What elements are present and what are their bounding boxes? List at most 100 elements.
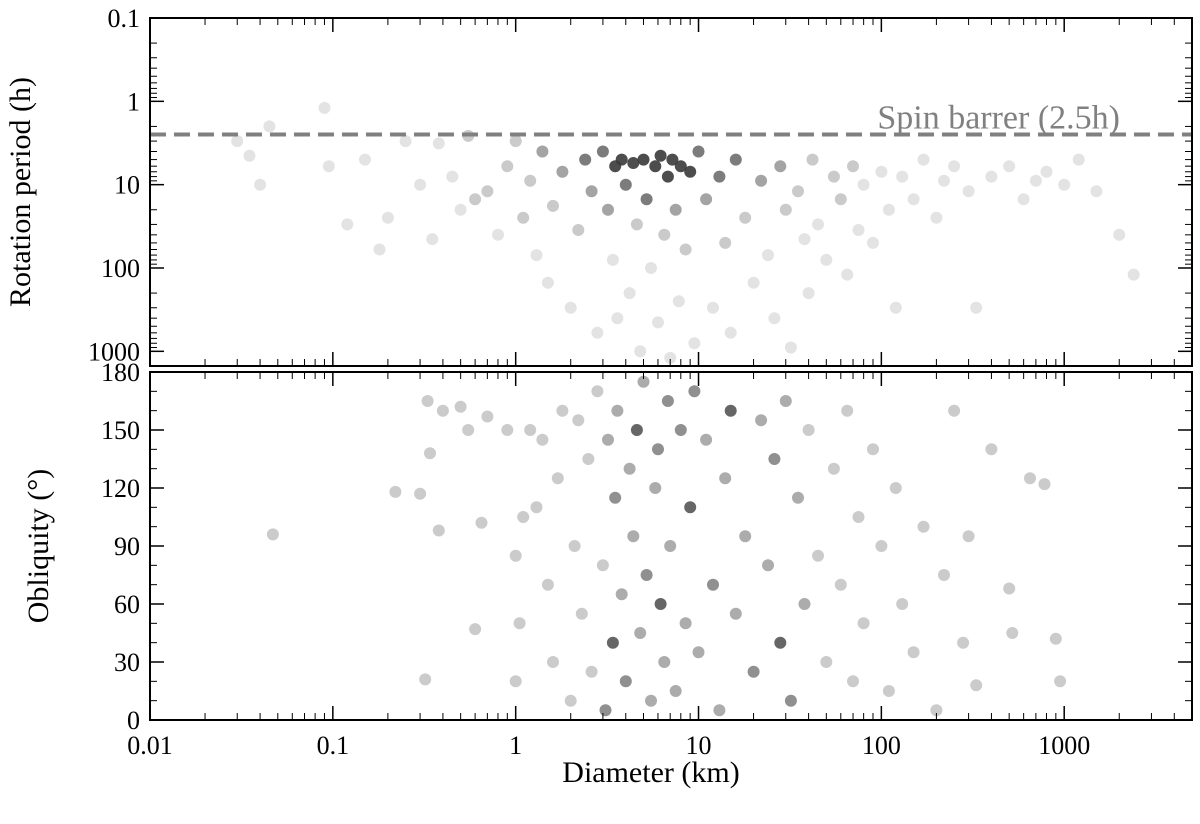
rotation-point — [700, 193, 713, 206]
obliquity-point — [575, 607, 588, 620]
obliquity-point — [692, 646, 705, 659]
rotation-point — [517, 211, 530, 224]
rotation-point — [762, 249, 774, 262]
obliquity-point — [847, 675, 859, 688]
rotation-period-panel: Spin barrer (2.5h) 0.1 1 10 100 1000 Rotatio… — [4, 4, 1193, 367]
rotation-point — [1090, 185, 1103, 198]
obliquity-point — [547, 656, 559, 668]
obliquity-point — [623, 462, 636, 475]
rotation-point — [585, 185, 598, 198]
rotation-point — [254, 178, 267, 191]
obliquity-point — [649, 482, 662, 494]
obliquity-point — [599, 704, 612, 717]
rotation-point — [658, 228, 671, 241]
obliquity-point — [820, 656, 833, 668]
obliquity-point — [1049, 632, 1062, 645]
rotation-point — [867, 236, 879, 249]
obliquity-point — [679, 617, 692, 630]
rotation-point — [739, 211, 752, 224]
obliquity-point — [568, 540, 581, 552]
obliquity-point — [1003, 582, 1016, 595]
y-tick-label: 30 — [114, 648, 140, 677]
obliquity-point — [713, 704, 726, 717]
rotation-point — [688, 337, 701, 350]
obliquity-point — [513, 617, 526, 630]
obliquity-point — [432, 524, 445, 537]
obliquity-point — [1038, 478, 1051, 491]
rotation-point — [917, 153, 930, 166]
rotation-point — [623, 287, 636, 300]
rotation-point — [812, 218, 824, 231]
obliquity-point — [509, 675, 522, 688]
rotation-point — [634, 345, 647, 358]
obliquity-point — [481, 410, 494, 423]
y-tick-label: 0.1 — [108, 4, 141, 33]
obliquity-point — [652, 443, 664, 456]
rotation-point — [606, 253, 619, 266]
obliquity-point — [962, 530, 975, 543]
obliquity-point — [700, 433, 713, 446]
rotation-point — [768, 312, 781, 325]
rotation-point — [784, 341, 797, 354]
rotation-point — [572, 224, 585, 236]
y-tick-label: 150 — [101, 416, 140, 445]
rotation-point — [536, 145, 549, 158]
obliquity-point — [530, 501, 543, 514]
obliquity-point — [564, 694, 577, 707]
rotation-point — [579, 153, 592, 166]
obliquity-ticks: 0.01 0.1 1 10 100 1000 0 30 60 90 120 150 180 — [101, 358, 1193, 760]
rotation-point — [524, 174, 537, 187]
obliquity-point — [762, 559, 774, 572]
obliquity-point — [664, 540, 677, 552]
obliquity-point — [684, 501, 697, 514]
rotation-point — [907, 193, 920, 206]
rotation-point — [446, 170, 459, 183]
rotation-point — [501, 160, 514, 173]
rotation-point — [666, 153, 679, 166]
obliquity-point — [419, 673, 432, 686]
rotation-point — [664, 351, 677, 364]
obliquity-point — [634, 627, 647, 639]
obliquity-point — [424, 447, 436, 460]
rotation-point — [627, 157, 640, 169]
rotation-point — [243, 149, 256, 162]
obliquity-point — [688, 385, 701, 398]
obliquity-point — [792, 491, 804, 504]
rotation-point — [645, 262, 657, 274]
obliquity-point — [509, 549, 522, 562]
obliquity-point — [882, 685, 895, 697]
rotation-point — [530, 249, 543, 262]
obliquity-point — [1006, 627, 1019, 639]
obliquity-point — [414, 487, 427, 500]
y-tick-label: 100 — [101, 254, 140, 283]
obliquity-point — [774, 636, 787, 649]
rotation-point — [509, 135, 522, 148]
rotation-point — [672, 295, 685, 308]
obliquity-point — [615, 588, 628, 601]
y-tick-label: 180 — [101, 358, 140, 387]
obliquity-point — [896, 598, 909, 610]
obliquity-point — [802, 424, 815, 436]
rotation-point — [492, 228, 504, 241]
rotation-point — [1113, 228, 1126, 241]
rotation-point — [820, 253, 833, 266]
obliquity-point — [948, 404, 961, 417]
rotation-point — [1003, 160, 1016, 173]
obliquity-point — [475, 516, 488, 529]
obliquity-point — [627, 530, 640, 543]
obliquity-point — [637, 375, 650, 388]
rotation-point — [619, 178, 632, 191]
rotation-point — [426, 233, 439, 246]
obliquity-point — [551, 472, 564, 485]
rotation-point — [847, 160, 859, 173]
rotation-point — [399, 135, 412, 148]
obliquity-point — [875, 540, 888, 552]
rotation-point — [381, 211, 394, 224]
rotation-point — [469, 193, 482, 206]
y-tick-label: 0 — [127, 706, 140, 735]
obliquity-point — [619, 675, 632, 688]
obliquity-point — [674, 424, 687, 436]
rotation-point — [857, 178, 870, 191]
y-tick-label: 1 — [127, 87, 140, 116]
x-tick-label: 1 — [509, 731, 522, 760]
